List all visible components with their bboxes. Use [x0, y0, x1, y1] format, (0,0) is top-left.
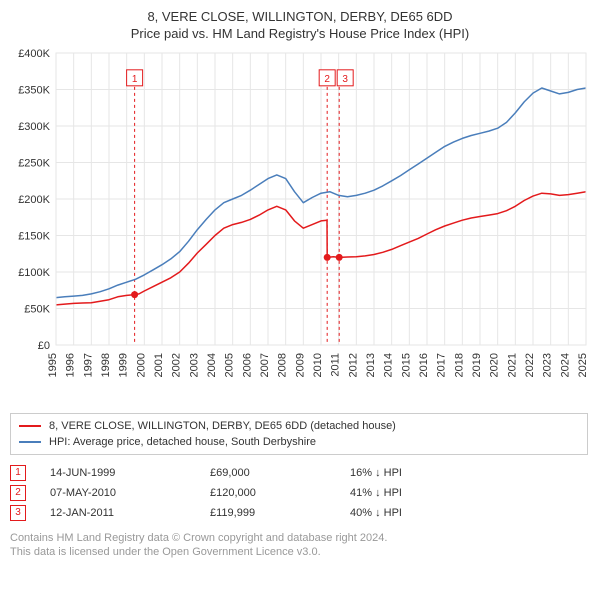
event-date: 14-JUN-1999	[50, 467, 210, 479]
svg-text:1: 1	[132, 73, 138, 84]
svg-text:2002: 2002	[171, 353, 183, 377]
svg-text:2005: 2005	[224, 353, 236, 377]
svg-text:1999: 1999	[118, 353, 130, 377]
legend-item: 8, VERE CLOSE, WILLINGTON, DERBY, DE65 6…	[19, 418, 579, 434]
svg-text:2019: 2019	[471, 353, 483, 377]
svg-text:£200K: £200K	[18, 194, 50, 206]
svg-text:£300K: £300K	[18, 121, 50, 133]
attribution: Contains HM Land Registry data © Crown c…	[10, 531, 590, 560]
svg-text:2021: 2021	[506, 353, 518, 377]
legend-label: HPI: Average price, detached house, Sout…	[49, 436, 316, 448]
svg-text:2008: 2008	[277, 353, 289, 377]
legend-item: HPI: Average price, detached house, Sout…	[19, 434, 579, 450]
event-row: 2 07-MAY-2010£120,00041% ↓ HPI	[10, 483, 590, 503]
svg-text:£0: £0	[38, 340, 50, 352]
svg-text:£100K: £100K	[18, 267, 50, 279]
svg-text:2025: 2025	[577, 353, 589, 377]
svg-text:£150K: £150K	[18, 230, 50, 242]
svg-text:3: 3	[342, 73, 348, 84]
event-price: £119,999	[210, 507, 350, 519]
svg-text:2006: 2006	[241, 353, 253, 377]
svg-text:2014: 2014	[383, 353, 395, 377]
svg-text:2009: 2009	[294, 353, 306, 377]
svg-text:2012: 2012	[347, 353, 359, 377]
attribution-line: This data is licensed under the Open Gov…	[10, 545, 590, 559]
svg-text:2001: 2001	[153, 353, 165, 377]
event-date: 12-JAN-2011	[50, 507, 210, 519]
svg-text:1996: 1996	[65, 353, 77, 377]
event-row: 3 12-JAN-2011£119,99940% ↓ HPI	[10, 503, 590, 523]
svg-text:2000: 2000	[135, 353, 147, 377]
svg-text:2016: 2016	[418, 353, 430, 377]
svg-text:2013: 2013	[365, 353, 377, 377]
event-marker: 3	[10, 505, 26, 521]
svg-text:1997: 1997	[82, 353, 94, 377]
legend-label: 8, VERE CLOSE, WILLINGTON, DERBY, DE65 6…	[49, 420, 396, 432]
event-row: 1 14-JUN-1999£69,00016% ↓ HPI	[10, 463, 590, 483]
svg-text:2003: 2003	[188, 353, 200, 377]
chart-svg: £0 £50K £100K £150K £200K £250K £300K £350K £400…	[10, 47, 590, 407]
svg-text:2020: 2020	[489, 353, 501, 377]
svg-text:2018: 2018	[453, 353, 465, 377]
chart-legend: 8, VERE CLOSE, WILLINGTON, DERBY, DE65 6…	[10, 413, 588, 455]
svg-text:2015: 2015	[400, 353, 412, 377]
svg-text:2017: 2017	[436, 353, 448, 377]
chart-subtitle: Price paid vs. HM Land Registry's House …	[10, 26, 590, 41]
svg-text:2: 2	[324, 73, 330, 84]
svg-text:2010: 2010	[312, 353, 324, 377]
events-table: 1 14-JUN-1999£69,00016% ↓ HPI 2 07-MAY-2010…	[10, 463, 590, 523]
svg-text:£50K: £50K	[24, 303, 50, 315]
svg-text:2024: 2024	[559, 353, 571, 377]
svg-text:2022: 2022	[524, 353, 536, 377]
event-price: £69,000	[210, 467, 350, 479]
svg-text:1995: 1995	[47, 353, 59, 377]
event-diff: 41% ↓ HPI	[350, 487, 402, 499]
legend-swatch	[19, 441, 41, 443]
svg-text:1998: 1998	[100, 353, 112, 377]
event-marker: 1	[10, 465, 26, 481]
svg-text:2011: 2011	[330, 353, 342, 377]
svg-text:2023: 2023	[542, 353, 554, 377]
svg-text:2007: 2007	[259, 353, 271, 377]
chart-container: 8, VERE CLOSE, WILLINGTON, DERBY, DE65 6…	[0, 0, 600, 590]
svg-text:2004: 2004	[206, 353, 218, 377]
event-diff: 40% ↓ HPI	[350, 507, 402, 519]
svg-text:£250K: £250K	[18, 157, 50, 169]
svg-text:£400K: £400K	[18, 48, 50, 60]
event-diff: 16% ↓ HPI	[350, 467, 402, 479]
legend-swatch	[19, 425, 41, 427]
price-chart: £0 £50K £100K £150K £200K £250K £300K £350K £400…	[10, 47, 590, 407]
chart-title: 8, VERE CLOSE, WILLINGTON, DERBY, DE65 6…	[10, 8, 590, 26]
svg-text:£350K: £350K	[18, 84, 50, 96]
attribution-line: Contains HM Land Registry data © Crown c…	[10, 531, 590, 545]
event-price: £120,000	[210, 487, 350, 499]
event-marker: 2	[10, 485, 26, 501]
event-date: 07-MAY-2010	[50, 487, 210, 499]
